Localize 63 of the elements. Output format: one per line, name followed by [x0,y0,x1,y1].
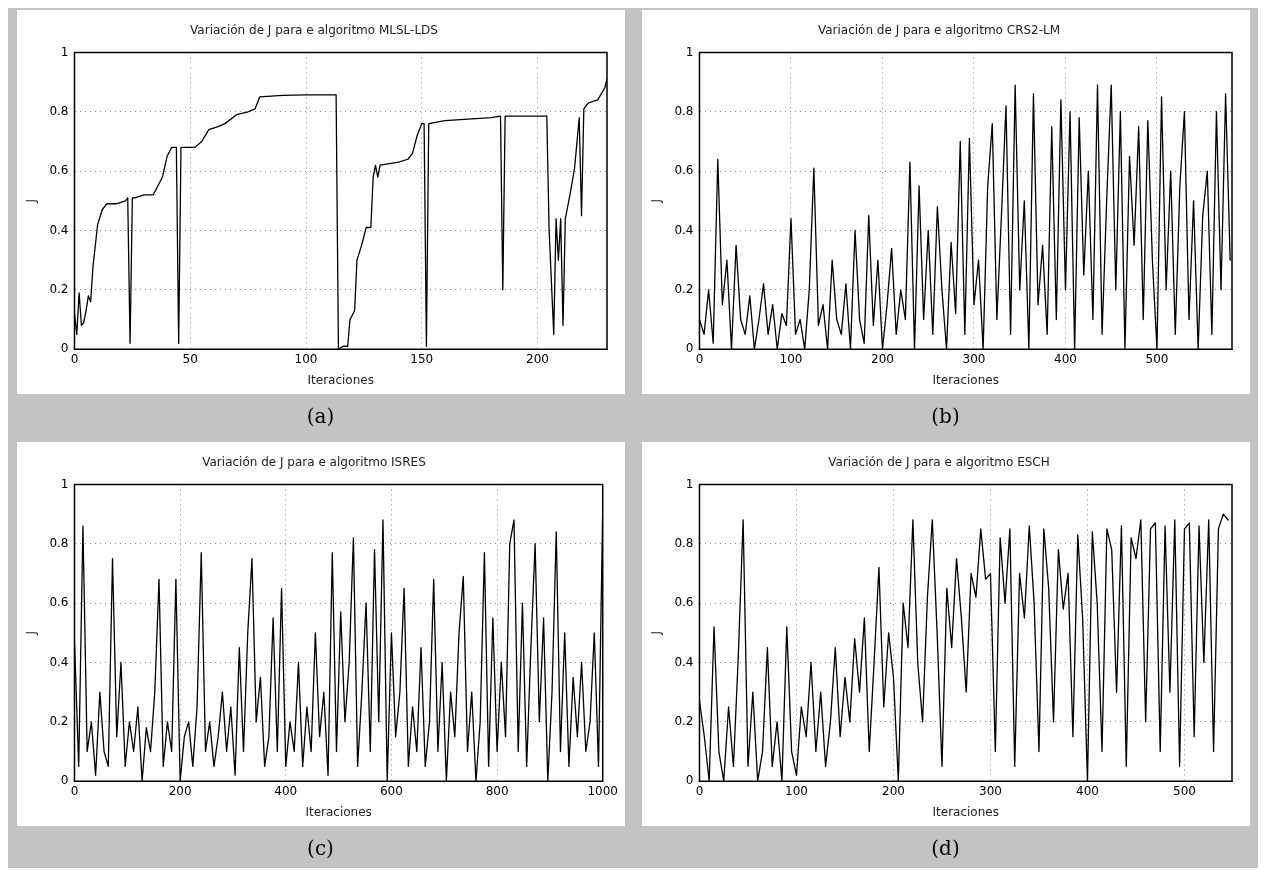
x-axis-title: Iteraciones [932,372,999,387]
x-tick-label: 400 [1053,351,1077,366]
x-tick-label: 0 [695,783,703,798]
y-tick-label: 0.4 [673,654,693,669]
y-tick-label: 0 [685,341,693,356]
x-tick-label: 0 [70,351,78,366]
y-tick-label: 0.8 [673,103,693,118]
y-tick-label: 1 [60,44,68,59]
x-tick-label: 800 [485,783,509,798]
x-axis-title: Iteraciones [304,804,372,819]
y-tick-label: 0.8 [48,535,68,550]
y-tick-label: 0 [60,773,68,788]
x-tick-label: 200 [881,783,905,798]
chart-title: Variación de J para e algoritmo MLSL-LDS [189,23,438,38]
y-tick-label: 0.2 [673,713,693,728]
y-tick-label: 0 [60,341,68,356]
x-tick-label: 50 [182,351,198,366]
text: (c) [307,836,334,860]
text: (d) [931,836,960,860]
x-tick-label: 150 [409,351,433,366]
y-axis-title: J [23,199,38,204]
text: (a) [306,404,335,428]
x-tick-label: 0 [70,783,78,798]
y-tick-label: 0.2 [48,713,68,728]
y-axis-title: J [648,631,663,636]
y-tick-label: 1 [685,476,693,491]
x-tick-label: 100 [779,351,802,366]
y-tick-label: 0.8 [48,103,68,118]
chart-title: Variación de J para e algoritmo ESCH [827,455,1050,470]
y-tick-label: 0.6 [673,163,693,178]
y-tick-label: 0.2 [673,281,693,296]
x-tick-label: 500 [1172,783,1196,798]
x-tick-label: 100 [784,783,808,798]
x-axis-title: Iteraciones [932,804,999,819]
x-tick-label: 600 [379,783,403,798]
text: (b) [931,404,960,428]
chart-title: Variación de J para e algoritmo ISRES [201,455,426,470]
y-tick-label: 0.2 [48,281,68,296]
x-tick-label: 200 [168,783,192,798]
x-tick-label: 100 [294,351,317,366]
y-tick-label: 0.4 [48,654,68,669]
y-tick-label: 0.8 [673,535,693,550]
y-tick-label: 0 [685,773,693,788]
x-tick-label: 1000 [586,783,618,798]
y-tick-label: 0.6 [48,163,68,178]
y-axis-title: J [648,199,663,204]
y-tick-label: 0.4 [673,222,693,237]
x-tick-label: 300 [978,783,1002,798]
chart-title: Variación de J para e algoritmo CRS2-LM [817,23,1060,38]
y-axis-title: J [23,631,38,636]
y-tick-label: 0.6 [48,595,68,610]
x-tick-label: 200 [870,351,894,366]
y-tick-label: 1 [60,476,68,491]
x-tick-label: 500 [1145,351,1168,366]
x-tick-label: 0 [695,351,703,366]
y-tick-label: 0.6 [673,595,693,610]
x-axis-title: Iteraciones [307,372,374,387]
y-tick-label: 0.4 [48,222,68,237]
x-tick-label: 400 [1075,783,1099,798]
x-tick-label: 300 [962,351,985,366]
y-tick-label: 1 [685,44,693,59]
x-tick-label: 400 [273,783,297,798]
x-tick-label: 200 [525,351,549,366]
